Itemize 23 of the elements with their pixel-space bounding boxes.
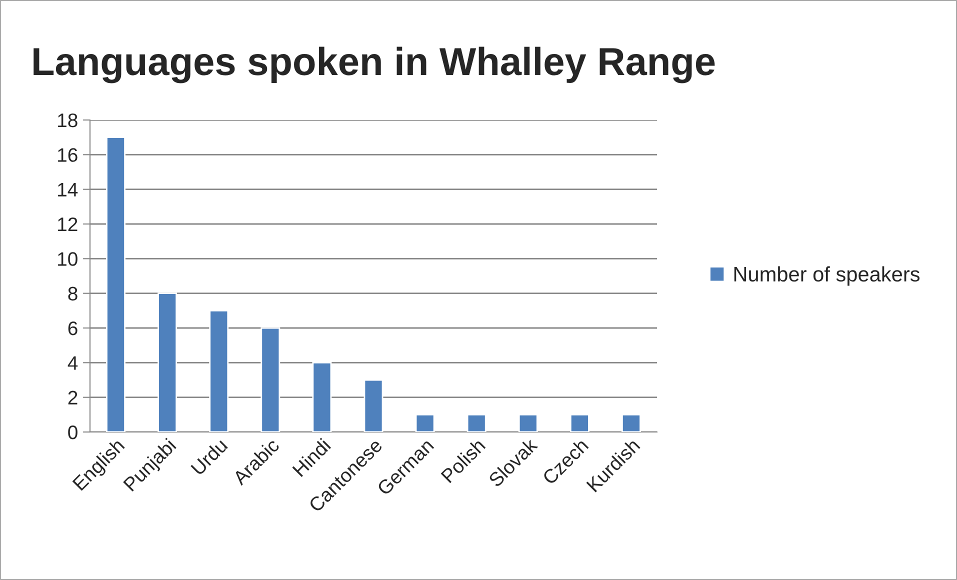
bar	[158, 292, 178, 432]
y-tick-label: 14	[58, 183, 78, 196]
y-tick-label: 4	[68, 356, 78, 370]
y-tick-label: 8	[68, 286, 78, 301]
y-tick-label: 18	[58, 113, 78, 128]
bar	[260, 327, 280, 432]
bar	[622, 414, 641, 432]
y-tick-label: 0	[68, 425, 78, 440]
y-tick-label: 10	[58, 252, 78, 266]
bar	[466, 414, 486, 432]
y-tick-label: 6	[68, 321, 78, 336]
bar	[209, 310, 229, 432]
bar	[518, 414, 538, 432]
y-tick-label: 2	[68, 390, 78, 404]
bar	[415, 414, 435, 432]
bar	[312, 362, 332, 432]
chart-title: Languages spoken in Whalley Range	[34, 46, 715, 84]
y-tick-label: 12	[58, 217, 78, 232]
legend-label: Number of speakers	[734, 266, 920, 286]
bar	[570, 414, 590, 432]
bar	[364, 379, 384, 432]
bar	[106, 136, 126, 432]
y-tick-label: 16	[58, 148, 78, 162]
